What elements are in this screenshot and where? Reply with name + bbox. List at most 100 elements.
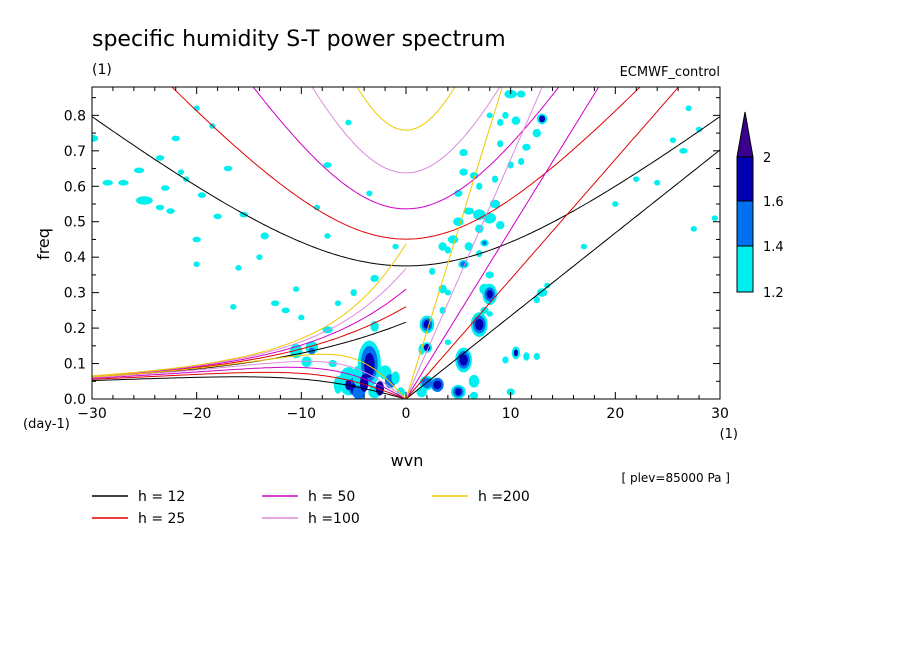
spectrum-blob-56 [370, 274, 379, 283]
spectrum-blob-147 [444, 289, 452, 296]
x-axis-label: wvn [391, 451, 424, 470]
legend-item-h12: h = 12 [92, 489, 185, 505]
spectrum-blob-106 [497, 118, 504, 126]
x-tick-label: 0 [402, 406, 411, 422]
spectrum-blob-108 [538, 115, 546, 123]
legend-item-h200: h =200 [432, 489, 530, 505]
spectrum-blob-110 [485, 271, 494, 279]
x-axis-unit: (1) [720, 427, 738, 442]
spectrum-blob-57 [323, 162, 332, 168]
spectrum-blob-132 [533, 352, 540, 361]
dispersion-curves [92, 87, 720, 399]
spectrum-blob-5 [155, 155, 165, 161]
spectrum-blob-99 [517, 157, 525, 165]
dispersion-igw-h12 [92, 116, 720, 267]
spectrum-blob-3 [133, 167, 145, 174]
spectrum-blob-81 [459, 168, 468, 176]
spectrum-blob-79 [463, 207, 475, 215]
spectrum-blob-13 [213, 213, 222, 220]
plev-annotation: [ plev=85000 Pa ] [621, 471, 730, 485]
spectrum-blob-11 [192, 236, 201, 243]
spectrum-blob-6 [161, 185, 170, 191]
spectrum-blob-100 [522, 143, 531, 151]
spectrum-blob-114 [486, 290, 493, 299]
spectrum-blob-95 [476, 182, 483, 190]
chart-unit-left: (1) [92, 62, 112, 78]
x-tick-label: −10 [287, 406, 317, 422]
x-tick-label: 20 [606, 406, 624, 422]
y-axis: 0.0 0.1 0.2 0.3 0.4 0.5 0.6 0.7 0.8 [64, 97, 720, 408]
dispersion-rossby-h50 [92, 366, 408, 399]
spectrum-blob-48 [391, 371, 400, 385]
plot-frame [91, 86, 721, 400]
y-tick-label: 0.7 [64, 144, 86, 160]
spectrum-blob-52 [345, 379, 352, 391]
spectrum-blob-129 [513, 349, 518, 357]
spectrum-blob-14 [193, 261, 200, 268]
spectrum-blob-139 [679, 147, 688, 154]
y-axis-label: freq [34, 228, 53, 260]
colorbar-segment-2 [736, 200, 754, 247]
spectrum-blob-1 [102, 179, 113, 186]
spectrum-blob-82 [459, 149, 468, 157]
dispersion-igw-h200 [356, 87, 456, 131]
spectrum-blob-2 [118, 179, 129, 186]
spectrum-blob-24 [292, 286, 300, 292]
spectrum-blob-102 [504, 89, 517, 99]
dispersion-kelvin-h12 [405, 149, 720, 399]
dispersion-igw-h50 [252, 87, 560, 210]
legend: h = 12 h = 25 h = 50 h =100 h =200 [92, 489, 530, 527]
spectrum-blob-134 [533, 296, 540, 304]
spectrum-blob-0 [92, 134, 99, 142]
colorbar-label: 1.6 [763, 195, 784, 210]
spectrum-blob-96 [491, 175, 499, 183]
spectrum-blob-135 [544, 282, 551, 289]
dispersion-200 [92, 87, 503, 399]
spectrum-blob-101 [511, 116, 521, 125]
y-tick-label: 0.4 [64, 250, 86, 266]
y-tick-label: 0.6 [64, 179, 86, 195]
spectrum-blob-28 [235, 264, 242, 271]
spectrum-blob-7 [171, 135, 180, 142]
x-tick-label: −20 [182, 406, 212, 422]
y-tick-label: 0.3 [64, 286, 86, 302]
colorbar-label: 1.4 [763, 240, 784, 255]
y-tick-label: 0.1 [64, 357, 86, 373]
dispersion-rossby-h100 [92, 360, 407, 399]
dispersion-rossby-h200 [92, 353, 407, 399]
y-tick-label: 0.8 [64, 108, 86, 124]
x-tick-label: −30 [77, 406, 107, 422]
spectrum-blob-55 [350, 289, 357, 297]
spectrum-blob-12 [197, 192, 207, 198]
spectrum-blob-21 [270, 300, 280, 307]
colorbar-segment-3 [736, 156, 754, 202]
spectrum-blob-77 [447, 235, 459, 244]
y-tick-label: 0.0 [64, 392, 86, 408]
dispersion-kelvin-h200 [405, 87, 503, 399]
spectrum-contours [92, 89, 718, 399]
dispersion-igw-h100 [311, 87, 501, 174]
spectrum-blob-4 [135, 196, 153, 205]
spectrum-blob-58 [345, 119, 352, 126]
legend-label: h =100 [308, 511, 360, 527]
spectrum-blob-22 [281, 307, 290, 314]
colorbar-label: 2 [763, 151, 771, 166]
spectrum-blob-133 [536, 288, 548, 297]
y-tick-label: 0.5 [64, 215, 86, 231]
legend-item-h50: h = 50 [262, 489, 355, 505]
spectrum-blob-9 [166, 208, 175, 214]
spectrum-blob-27 [256, 254, 263, 261]
spectrum-blob-138 [633, 176, 640, 183]
spectrum-blob-29 [230, 303, 237, 310]
spectrum-blob-141 [685, 105, 692, 112]
spectrum-blob-88 [472, 209, 486, 220]
spectrum-blob-59 [366, 190, 373, 197]
spectrum-blob-143 [654, 179, 661, 186]
spectrum-blob-131 [506, 388, 515, 396]
y-axis-unit: (day-1) [23, 417, 70, 432]
spectrum-blob-146 [502, 356, 509, 364]
chart-title: specific humidity S-T power spectrum [92, 27, 506, 52]
colorbar-segment-1 [736, 245, 754, 293]
spectrum-blob-35 [334, 300, 342, 307]
